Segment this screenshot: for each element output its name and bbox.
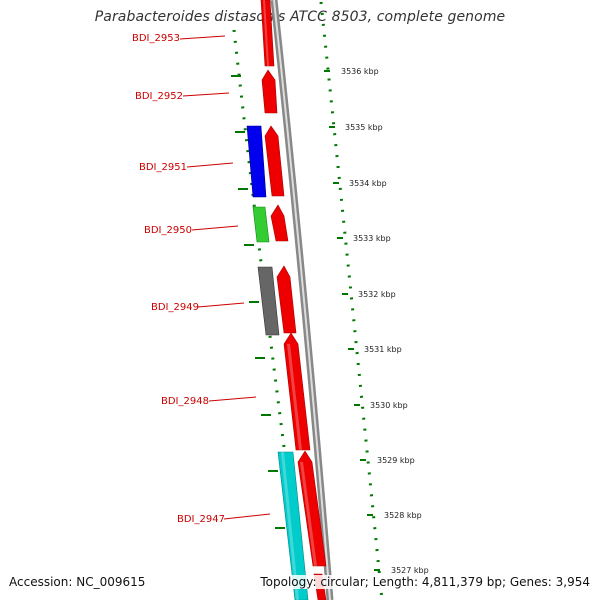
gene-label[interactable]: BDI_2952: [135, 91, 183, 102]
accession-text: Accession: NC_009615: [9, 575, 146, 589]
gene-block-bdi-2949-fwd[interactable]: [276, 265, 297, 334]
gene-label[interactable]: BDI_2950: [144, 225, 192, 236]
kbp-tick-label: 3532 kbp: [358, 290, 396, 299]
gene-label[interactable]: BDI_2948: [161, 396, 209, 407]
gene-block-bdi-2952[interactable]: [261, 69, 278, 114]
gene-block-bdi-2947-fwd[interactable]: [297, 450, 327, 567]
outer-dotted-ring: [319, 1, 384, 600]
genome-summary-text: Topology: circular; Length: 4,811,379 bp…: [260, 575, 590, 589]
gene-block-bdi-2947-cyan[interactable]: [277, 451, 309, 600]
gene-block-bdi-2949-pseudo[interactable]: [257, 266, 280, 336]
kbp-tick-label: 3530 kbp: [370, 401, 408, 410]
gene-leader-lines: [179, 35, 271, 520]
gene-label[interactable]: BDI_2947: [177, 514, 225, 525]
forward-genes: [260, 0, 327, 600]
kbp-tick-label: 3528 kbp: [384, 511, 422, 520]
kbp-tick-marks: [324, 70, 380, 571]
gene-block-bdi-2951-fwd[interactable]: [264, 125, 285, 197]
kbp-tick-label: 3529 kbp: [377, 456, 415, 465]
gene-label[interactable]: BDI_2949: [151, 302, 199, 313]
genome-backbone-inner: [273, 0, 331, 600]
kbp-tick-label: 3535 kbp: [345, 123, 383, 132]
gene-block-bdi-2950-fwd[interactable]: [270, 204, 289, 242]
kbp-tick-label: 3536 kbp: [341, 67, 379, 76]
gene-label[interactable]: BDI_2951: [139, 162, 187, 173]
gene-block-bdi-2951-rev[interactable]: [246, 125, 267, 198]
gene-block-bdi-2948[interactable]: [283, 332, 311, 451]
kbp-tick-label: 3531 kbp: [364, 345, 402, 354]
gene-block-bdi-2950-rna[interactable]: [252, 206, 270, 243]
gene-highlights: [263, 0, 317, 600]
gene-block-bdi-2953[interactable]: [260, 0, 275, 67]
kbp-labels: 3536 kbp 3535 kbp 3534 kbp 3533 kbp 3532…: [341, 67, 429, 575]
inner-ring-major-ticks: [231, 75, 285, 529]
genome-title: Parabacteroides distasonis ATCC 8503, co…: [94, 9, 506, 25]
gene-label[interactable]: BDI_2953: [132, 33, 180, 44]
kbp-tick-label: 3533 kbp: [353, 234, 391, 243]
kbp-tick-label: 3534 kbp: [349, 179, 387, 188]
gene-labels: BDI_2953 BDI_2952 BDI_2951 BDI_2950 BDI_…: [132, 33, 225, 525]
kbp-tick-label: 3527 kbp: [391, 566, 429, 575]
